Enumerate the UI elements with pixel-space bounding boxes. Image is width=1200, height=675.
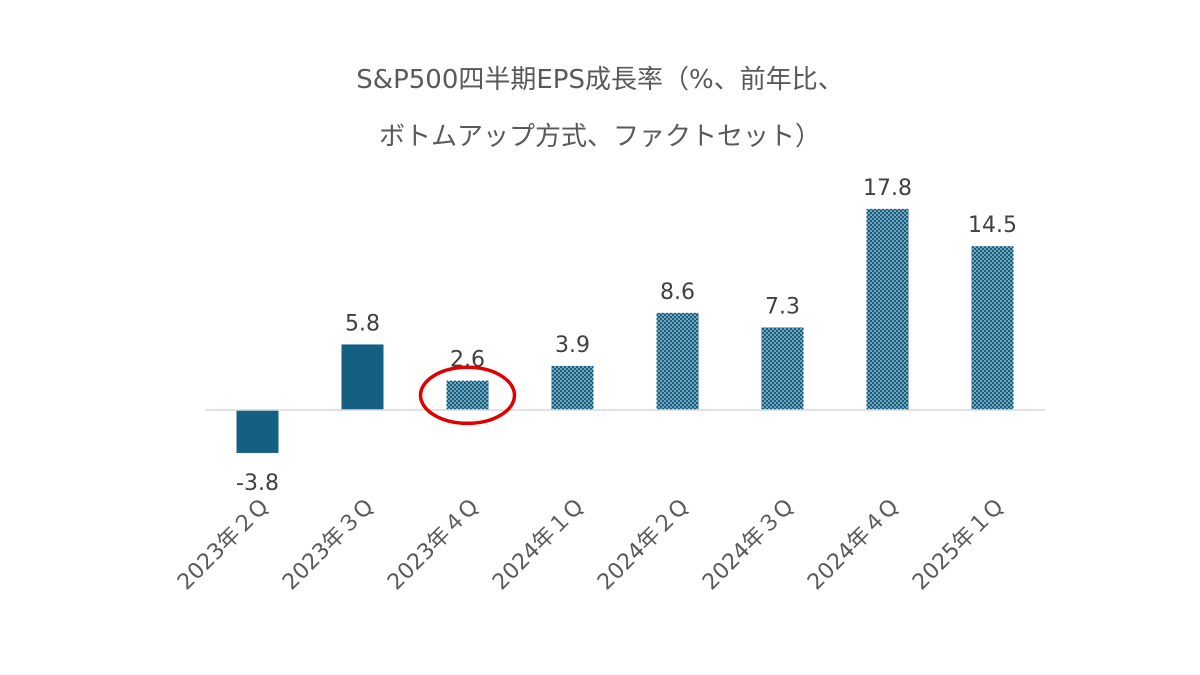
highlight-circle: [418, 365, 517, 426]
tick-label-3: 2024年１Q: [488, 495, 589, 596]
tick-label-2: 2023年４Q: [383, 495, 484, 596]
tick-label-7: 2025年１Q: [908, 495, 1009, 596]
tick-label-4: 2024年２Q: [593, 495, 694, 596]
bar-6: [866, 208, 909, 410]
bar-5: [761, 327, 804, 410]
category-tick-labels-group: 2023年２Q 2023年３Q 2023年４Q 2024年１Q 2024年２Q 2024年…: [173, 495, 1009, 596]
bar-0: [236, 410, 279, 453]
bars-group: [236, 208, 1014, 453]
data-label-3: 3.9: [555, 333, 590, 358]
bar-3: [551, 365, 594, 410]
data-label-5: 7.3: [765, 295, 800, 320]
data-label-6: 17.8: [863, 176, 912, 201]
tick-label-5: 2024年３Q: [698, 495, 799, 596]
highlight-group: [418, 365, 517, 426]
bar-7: [971, 246, 1014, 410]
data-label-1: 5.8: [345, 311, 380, 336]
tick-label-0: 2023年２Q: [173, 495, 274, 596]
data-label-0: -3.8: [236, 471, 279, 496]
data-label-7: 14.5: [968, 213, 1017, 238]
bar-1: [341, 344, 384, 410]
tick-label-1: 2023年３Q: [278, 495, 379, 596]
bar-2: [446, 380, 489, 410]
data-labels-group: -3.85.82.63.98.67.317.814.5: [236, 176, 1017, 496]
data-label-4: 8.6: [660, 280, 695, 305]
tick-label-6: 2024年４Q: [803, 495, 904, 596]
chart-title-line-2: ボトムアップ方式、ファクトセット）: [379, 122, 821, 152]
chart-title-line-1: S&P500四半期EPS成長率（%、前年比、: [356, 65, 843, 95]
bar-4: [656, 312, 699, 410]
